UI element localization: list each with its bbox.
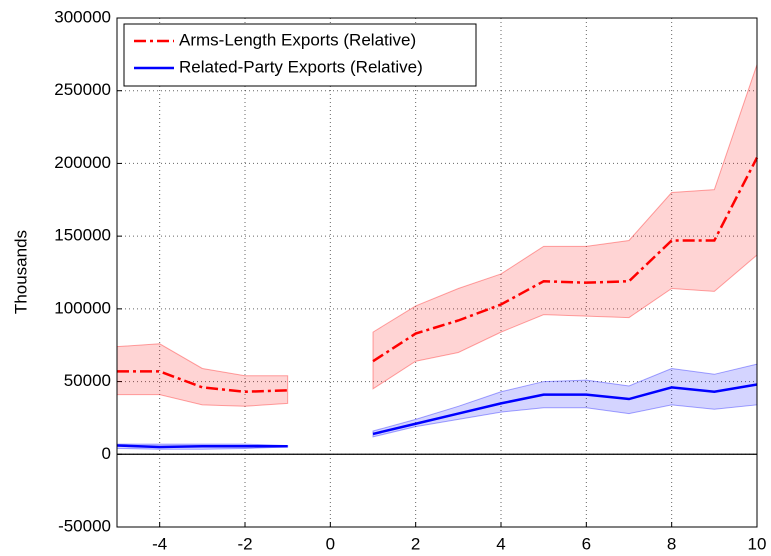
x-tick-label: 6	[582, 534, 591, 553]
y-tick-label: 100000	[54, 298, 111, 317]
plot-frame	[116, 17, 758, 528]
y-tick-label: -50000	[58, 516, 111, 535]
x-tick-label: -4	[152, 534, 167, 553]
x-tick-label: 8	[667, 534, 676, 553]
y-axis-label: Thousands	[11, 230, 30, 314]
x-tick-label: -2	[237, 534, 252, 553]
y-tick-label: 0	[102, 444, 111, 463]
x-tick-label: 2	[411, 534, 420, 553]
series-line	[117, 370, 288, 394]
legend-label: Arms-Length Exports (Relative)	[179, 30, 416, 49]
y-tick-label: 250000	[54, 80, 111, 99]
y-tick-label: 300000	[54, 7, 111, 26]
plot-area	[117, 18, 757, 527]
x-tick-label: 4	[496, 534, 505, 553]
series-line	[372, 157, 759, 363]
x-tick-label: 0	[326, 534, 335, 553]
y-tick-label: 150000	[54, 226, 111, 245]
x-tick-label: 10	[748, 534, 767, 553]
series-line	[372, 383, 758, 436]
legend-label: Related-Party Exports (Relative)	[179, 57, 423, 76]
series-line	[116, 444, 288, 449]
y-tick-label: 50000	[64, 371, 111, 390]
y-tick-label: 200000	[54, 153, 111, 172]
legend-box	[123, 23, 477, 87]
